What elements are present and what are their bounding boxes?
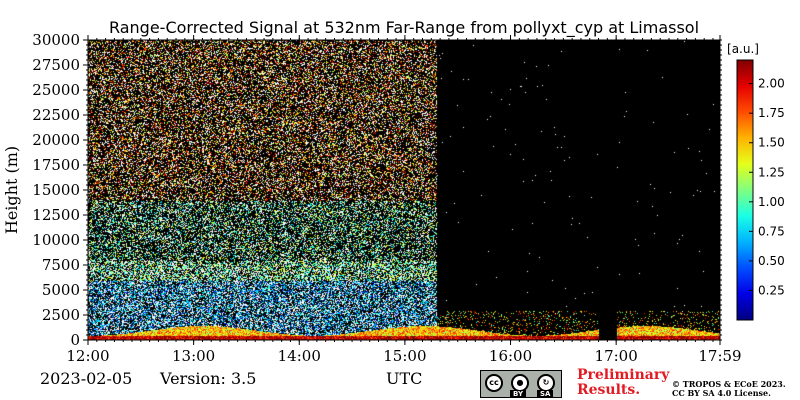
y-tick-label: 17500 — [32, 156, 80, 174]
colorbar-unit: [a.u.] — [727, 42, 759, 56]
preliminary-line2: Results. — [577, 382, 641, 398]
copyright-notice: © TROPOS & ECoE 2023. CC BY SA 4.0 Licen… — [672, 380, 786, 398]
y-tick-label: 2500 — [42, 306, 80, 324]
preliminary-line1: Preliminary — [577, 367, 670, 383]
cc-icon: cc — [485, 374, 503, 392]
y-tick-label: 12500 — [32, 206, 80, 224]
colorbar-tick-label: 0.75 — [758, 224, 785, 238]
x-tick-label: 15:00 — [383, 347, 426, 365]
colorbar-tick-label: 2.00 — [758, 77, 785, 91]
y-tick-label: 5000 — [42, 281, 80, 299]
x-tick-label: 17:00 — [595, 347, 638, 365]
x-axis: 12:00 13:00 14:00 15:00 16:00 17:00 17:59 — [66, 35, 742, 365]
y-tick-label: 10000 — [32, 231, 80, 249]
badge-sa-label: SA — [537, 390, 554, 398]
colorbar-tick-label: 0.25 — [758, 283, 785, 297]
colorbar-gradient — [736, 59, 754, 321]
footer-version: Version: 3.5 — [160, 369, 257, 388]
y-tick-label: 27500 — [32, 56, 80, 74]
cc-license-badge: cc ● ↻ BY SA — [480, 370, 562, 398]
y-tick-label: 20000 — [32, 131, 80, 149]
colorbar-tick-label: 1.25 — [758, 165, 785, 179]
y-tick-label: 25000 — [32, 81, 80, 99]
colorbar-tick-label: 1.75 — [758, 106, 785, 120]
y-tick-label: 22500 — [32, 106, 80, 124]
x-tick-label: 16:00 — [489, 347, 532, 365]
colorbar-tick-label: 0.50 — [758, 254, 785, 268]
x-axis-label: UTC — [386, 369, 423, 388]
y-tick-label: 0 — [70, 331, 80, 349]
footer-date: 2023-02-05 — [40, 369, 133, 388]
x-tick-label: 13:00 — [172, 347, 215, 365]
x-tick-label: 12:00 — [66, 347, 109, 365]
colorbar-tick-label: 1.50 — [758, 136, 785, 150]
y-tick-label: 30000 — [32, 31, 80, 49]
colorbar-tick-label: 1.00 — [758, 195, 785, 209]
chart-title: Range-Corrected Signal at 532nm Far-Rang… — [109, 18, 699, 38]
colorbar: [a.u.] 0.25 0.50 0.75 1.00 1.25 1.50 1.75 2.00 — [727, 42, 785, 321]
y-tick-label: 15000 — [32, 181, 80, 199]
x-tick-label: 14:00 — [278, 347, 321, 365]
x-tick-label: 17:59 — [698, 347, 741, 365]
y-tick-label: 7500 — [42, 256, 80, 274]
y-axis-label: Height (m) — [2, 146, 21, 234]
badge-by-label: BY — [510, 390, 527, 398]
plot-area — [87, 39, 721, 341]
copyright-line2: CC BY SA 4.0 License. — [672, 388, 771, 398]
y-axis: 0 2500 5000 7500 10000 12500 15000 17500 20000 22… — [32, 31, 722, 349]
copyright-line1: © TROPOS & ECoE 2023. — [672, 379, 786, 389]
preliminary-notice: Preliminary Results. — [577, 368, 669, 398]
signal-heatmap — [88, 40, 720, 340]
